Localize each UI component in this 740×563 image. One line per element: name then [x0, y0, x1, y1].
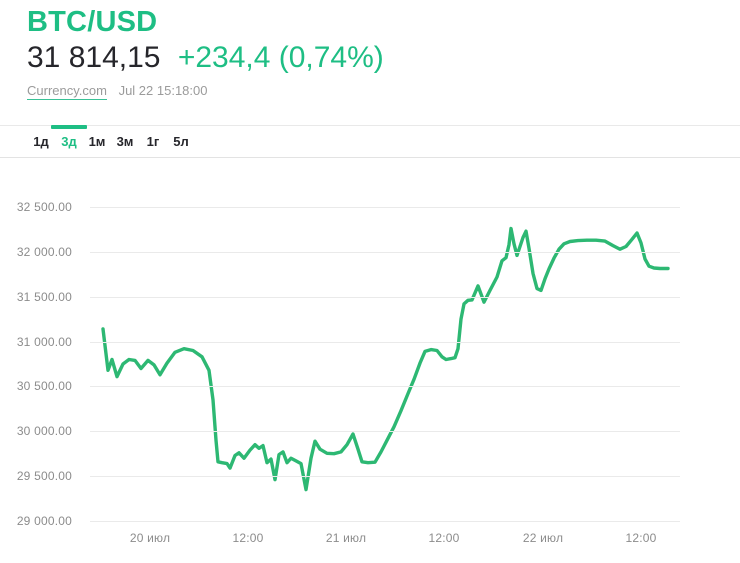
pair-title: BTC/USD	[27, 6, 158, 38]
price-change: +234,4 (0,74%)	[177, 41, 384, 74]
gridline	[90, 521, 680, 522]
y-axis-label: 32 000.00	[16, 244, 72, 259]
x-axis-label: 12:00	[232, 531, 264, 545]
gridline	[90, 207, 680, 208]
gridline	[90, 476, 680, 478]
current-price: 31 814,15	[27, 41, 161, 74]
x-axis-label: 20 июл	[129, 531, 171, 545]
tab-1m[interactable]: 1м	[88, 134, 106, 149]
price-chart-plot[interactable]	[90, 207, 680, 521]
x-axis-label: 21 июл	[325, 531, 367, 545]
price-line	[101, 226, 670, 492]
tab-3d[interactable]: 3д	[51, 125, 87, 157]
tab-1y[interactable]: 1г	[146, 134, 160, 149]
x-axis-label: 22 июл	[522, 531, 564, 545]
x-axis-label: 12:00	[428, 531, 460, 545]
tab-5y[interactable]: 5л	[173, 134, 189, 149]
y-axis-label: 30 000.00	[16, 424, 72, 439]
price-row: 31 814,15 +234,4 (0,74%)	[27, 41, 384, 75]
quote-timestamp: Jul 22 15:18:00	[118, 83, 208, 98]
x-axis-label: 12:00	[625, 531, 657, 545]
gridline	[90, 386, 680, 388]
range-tabs: 1д 3д 1м 3м 1г 5л	[0, 125, 740, 158]
y-axis-label: 29 000.00	[16, 514, 72, 528]
gridline	[90, 341, 680, 343]
chart-area: 32 500.00 32 000.00 31 500.00 31 000.00 30 5…	[0, 188, 740, 563]
y-axis-label: 30 500.00	[16, 379, 72, 394]
source-row: Currency.com Jul 22 15:18:00	[27, 83, 208, 100]
gridline	[90, 251, 680, 253]
y-axis-label: 31 000.00	[16, 334, 72, 349]
gridline	[90, 296, 680, 298]
y-axis-label: 29 500.00	[16, 469, 72, 484]
y-axis-label: 32 500.00	[16, 200, 72, 214]
source-link[interactable]: Currency.com	[27, 83, 107, 100]
gridline	[90, 431, 680, 433]
y-axis-label: 31 500.00	[16, 289, 72, 304]
tab-3m[interactable]: 3м	[116, 134, 134, 149]
tab-1d[interactable]: 1д	[33, 134, 49, 149]
